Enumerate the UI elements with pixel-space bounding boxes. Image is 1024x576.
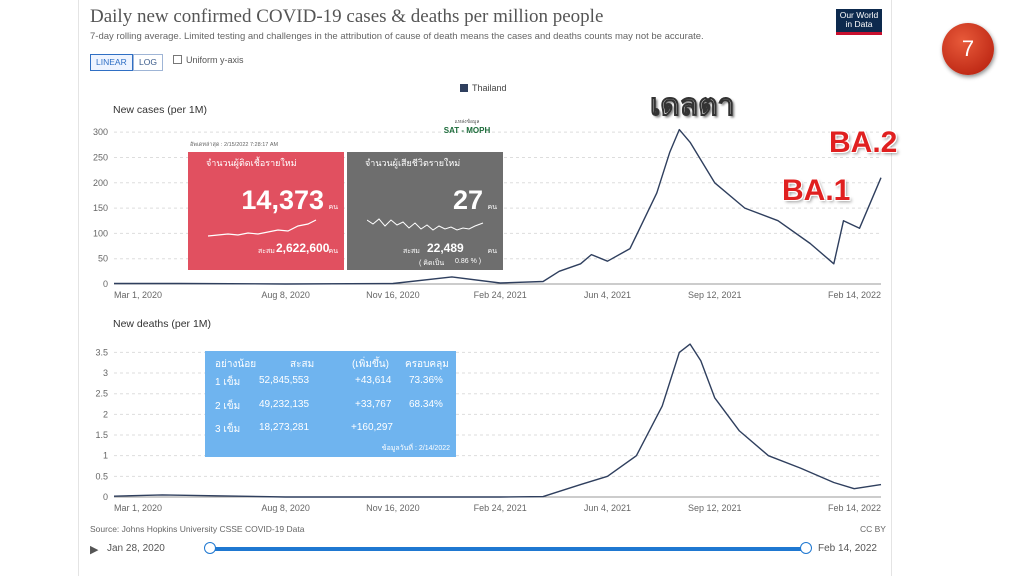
- uniform-y-axis-label: Uniform y-axis: [186, 55, 244, 65]
- cumulative-cases-value: 2,622,600: [276, 241, 330, 255]
- x-tick-label: Feb 24, 2021: [474, 290, 527, 300]
- vaccine-header: สะสม: [290, 359, 315, 370]
- updated-timestamp: อัพเดทล่าสุด : 2/15/2022 7:28:17 AM: [190, 142, 279, 148]
- cumulative-deaths-value: 22,489: [427, 241, 464, 255]
- y-tick-label: 250: [93, 152, 108, 162]
- x-tick-label: Jun 4, 2021: [584, 503, 631, 513]
- new-cases-label: จำนวนผู้ติดเชื้อรายใหม่: [206, 158, 297, 168]
- dose-label: 3 เข็ม: [215, 424, 241, 435]
- y-tick-label: 150: [93, 203, 108, 213]
- source-note[interactable]: Source: Johns Hopkins University CSSE CO…: [90, 524, 305, 534]
- x-tick-label: Aug 8, 2020: [261, 503, 310, 513]
- chart-subtitle: 7-day rolling average. Limited testing a…: [90, 31, 704, 42]
- y-tick-label: 3.5: [95, 347, 108, 357]
- y-tick-label: 0: [103, 279, 108, 289]
- x-tick-label: Feb 14, 2022: [828, 290, 881, 300]
- new-deaths-label: จำนวนผู้เสียชีวิตรายใหม่: [365, 158, 461, 168]
- y-tick-label: 0.5: [95, 471, 108, 481]
- dose-label: 1 เข็ม: [215, 377, 241, 388]
- dose-total: 49,232,135: [259, 399, 310, 410]
- x-tick-label: Aug 8, 2020: [261, 290, 310, 300]
- timeline-track[interactable]: [210, 547, 806, 551]
- y-tick-label: 300: [93, 127, 108, 137]
- death-rate-value: 0.86 % ): [455, 258, 482, 265]
- cases-chart-title: New cases (per 1M): [113, 104, 207, 116]
- dose-coverage: 68.34%: [409, 399, 443, 410]
- timeline-start-handle[interactable]: [204, 542, 216, 554]
- dose-total: 18,273,281: [259, 422, 310, 433]
- slide-number-badge: 7: [942, 23, 994, 75]
- log-scale-button[interactable]: LOG: [133, 54, 163, 71]
- timeline-end-handle[interactable]: [800, 542, 812, 554]
- dose-increase: +43,614: [355, 375, 392, 386]
- y-tick-label: 200: [93, 178, 108, 188]
- checkbox-icon[interactable]: [173, 55, 182, 64]
- cumulative-deaths-label: สะสม: [403, 248, 420, 255]
- vaccine-table: อย่างน้อย สะสม (เพิ่มขึ้น) ครอบคลุม 1 เข…: [205, 351, 456, 457]
- dose-increase: +33,767: [355, 399, 392, 410]
- y-tick-label: 50: [98, 254, 108, 264]
- x-tick-label: Sep 12, 2021: [688, 503, 742, 513]
- delta-annotation: เดลตา: [649, 89, 735, 123]
- y-tick-label: 2.5: [95, 389, 108, 399]
- uniform-y-axis-checkbox[interactable]: Uniform y-axis: [173, 55, 244, 65]
- vaccine-note: ข้อมูลวันที่ : 2/14/2022: [381, 445, 450, 452]
- y-tick-label: 100: [93, 228, 108, 238]
- new-cases-card: จำนวนผู้ติดเชื้อรายใหม่ 14,373 คน สะสม 2…: [188, 152, 344, 270]
- y-tick-label: 2: [103, 409, 108, 419]
- vaccine-header: ครอบคลุม: [405, 359, 449, 370]
- x-tick-label: Nov 16, 2020: [366, 503, 420, 513]
- ba2-annotation: BA.2: [829, 126, 898, 159]
- dose-total: 52,845,553: [259, 375, 310, 386]
- y-tick-label: 3: [103, 368, 108, 378]
- timeline-start-date: Jan 28, 2020: [107, 543, 165, 554]
- cases-series-line[interactable]: [114, 128, 882, 285]
- dose-label: 2 เข็ม: [215, 401, 241, 412]
- play-icon[interactable]: ▶: [90, 544, 99, 556]
- legend[interactable]: Thailand: [460, 83, 507, 93]
- dose-coverage: 73.36%: [409, 375, 443, 386]
- new-cases-value: 14,373: [241, 185, 324, 215]
- cases-sparkline: [208, 219, 317, 237]
- sat-moph-logo: แหล่งข้อมูล SAT - MOPH: [429, 118, 505, 135]
- dose-increase: +160,297: [351, 422, 393, 433]
- linear-scale-button[interactable]: LINEAR: [90, 54, 133, 71]
- cumulative-cases-unit: คน: [328, 248, 338, 255]
- x-tick-label: Feb 24, 2021: [474, 503, 527, 513]
- legend-label: Thailand: [472, 83, 507, 93]
- vaccine-header: (เพิ่มขึ้น): [352, 359, 389, 370]
- legend-swatch: [460, 84, 468, 92]
- death-rate-label: ( คิดเป็น: [419, 260, 445, 267]
- deaths-sparkline: [367, 218, 484, 231]
- cumulative-deaths-unit: คน: [487, 248, 497, 255]
- chart-frame: [78, 0, 892, 576]
- ba1-annotation: BA.1: [782, 174, 851, 207]
- timeline-end-date: Feb 14, 2022: [818, 543, 877, 554]
- owid-logo[interactable]: Our World in Data: [836, 9, 882, 35]
- new-cases-unit: คน: [328, 204, 338, 211]
- x-tick-label: Mar 1, 2020: [114, 290, 162, 300]
- y-tick-label: 1.5: [95, 430, 108, 440]
- deaths-chart-title: New deaths (per 1M): [113, 318, 212, 330]
- chart-title: Daily new confirmed COVID-19 cases & dea…: [90, 6, 604, 27]
- sat-name: SAT - MOPH: [443, 126, 491, 135]
- x-tick-label: Nov 16, 2020: [366, 290, 420, 300]
- y-tick-label: 0: [103, 492, 108, 502]
- new-deaths-value: 27: [452, 185, 483, 215]
- new-deaths-card: จำนวนผู้เสียชีวิตรายใหม่ 27 คน สะสม 22,4…: [347, 152, 503, 270]
- deaths-series-line[interactable]: [113, 343, 882, 498]
- license-note[interactable]: CC BY: [860, 524, 886, 534]
- cumulative-cases-label: สะสม: [258, 248, 275, 255]
- x-tick-label: Feb 14, 2022: [828, 503, 881, 513]
- new-deaths-unit: คน: [487, 204, 497, 211]
- vaccine-header: อย่างน้อย: [215, 359, 257, 370]
- x-tick-label: Sep 12, 2021: [688, 290, 742, 300]
- y-tick-label: 1: [103, 451, 108, 461]
- sat-caption: แหล่งข้อมูล: [454, 119, 480, 125]
- x-tick-label: Jun 4, 2021: [584, 290, 631, 300]
- timeline[interactable]: ▶ Jan 28, 2020 Feb 14, 2022: [90, 541, 890, 557]
- x-tick-label: Mar 1, 2020: [114, 503, 162, 513]
